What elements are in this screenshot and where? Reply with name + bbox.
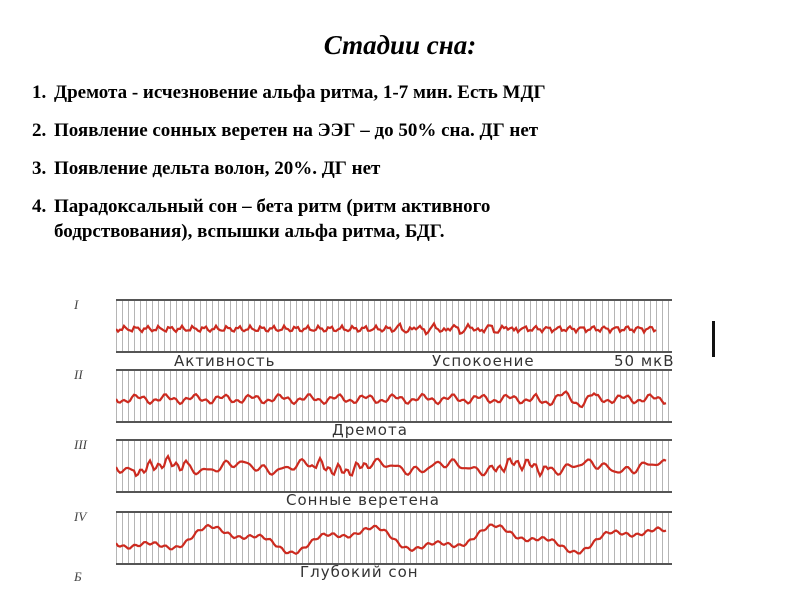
strip-label-1: I — [74, 297, 79, 312]
caption-drowsiness: Дремота — [332, 421, 408, 439]
stage-text: Парадоксальный сон – бета ритм (ритм акт… — [54, 196, 491, 217]
stage-number: 4. — [32, 196, 47, 217]
eeg-wave-2 — [116, 390, 667, 409]
slide-title: Стадии сна: — [323, 30, 477, 60]
bottom-label: Б — [74, 569, 82, 584]
stage-text: Появление дельта волон, 20%. ДГ нет — [54, 158, 381, 179]
eeg-wave-3 — [116, 453, 667, 479]
stage-item-2: 2. Появление сонных веретен на ЭЭГ – до 5… — [32, 118, 772, 143]
caption-deep-sleep: Глубокий сон — [300, 563, 419, 581]
stage-number: 2. — [32, 120, 47, 141]
stage-text-continuation: бодрствования), вспышки альфа ритма, БДГ… — [54, 221, 445, 242]
caption-activity: Активность — [174, 352, 276, 370]
stage-text: Дремота - исчезновение альфа ритма, 1-7 … — [54, 82, 546, 103]
stage-item-4: 4. Парадоксальный сон – бета ритм (ритм а… — [32, 194, 772, 244]
eeg-strip-4 — [116, 511, 672, 565]
eeg-wave-1 — [116, 321, 657, 336]
scale-bar-icon — [712, 321, 715, 357]
stage-number: 3. — [32, 158, 47, 179]
stage-list: 1. Дремота - исчезновение альфа ритма, 1-… — [32, 80, 772, 257]
stage-item-3: 3. Появление дельта волон, 20%. ДГ нет — [32, 156, 772, 181]
strip-label-3: III — [74, 437, 87, 452]
strip-label-2: II — [74, 367, 83, 382]
stage-text: Появление сонных веретен на ЭЭГ – до 50%… — [54, 120, 539, 141]
caption-calm: Успокоение — [432, 352, 535, 370]
stage-number: 1. — [32, 82, 47, 103]
scale-label: 50 мкВ — [614, 352, 675, 370]
eeg-strip-3 — [116, 439, 672, 493]
stage-item-1: 1. Дремота - исчезновение альфа ритма, 1-… — [32, 80, 772, 105]
eeg-strip-2 — [116, 369, 672, 423]
eeg-wave-4 — [116, 523, 667, 556]
eeg-strip-1 — [116, 299, 715, 357]
strip-label-4: IV — [74, 509, 87, 524]
caption-spindles: Сонные веретена — [286, 491, 440, 509]
eeg-figure: I Активность Успокоение 50 мкВ II Дремот… — [62, 289, 715, 589]
